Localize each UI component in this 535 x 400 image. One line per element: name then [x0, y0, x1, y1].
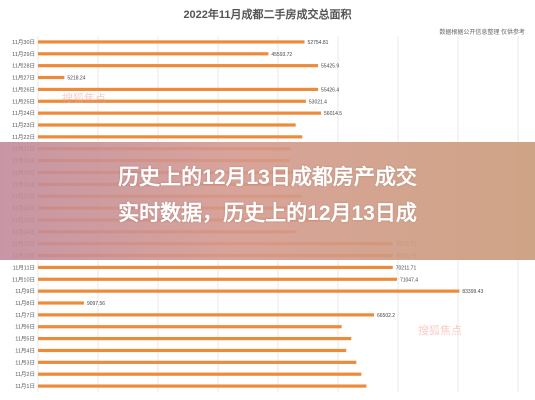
- bar: [38, 313, 375, 317]
- bar: [38, 265, 393, 269]
- bar-data-label: 83399.43: [462, 289, 483, 295]
- y-tick-label: 11月5日: [15, 336, 35, 343]
- headline-line-1: 历史上的12月13日成都房产成交: [118, 166, 417, 189]
- y-tick-label: 11月9日: [15, 288, 35, 295]
- bar: [38, 384, 367, 388]
- y-tick-label: 11月1日: [15, 383, 35, 390]
- bar: [38, 360, 357, 364]
- bar-data-label: 55426.4: [321, 87, 339, 93]
- y-tick-label: 11月4日: [15, 347, 35, 354]
- bar-data-label: 53021.4: [309, 99, 327, 105]
- bar: [38, 301, 84, 305]
- bar: [38, 325, 342, 329]
- headline-text: 历史上的12月13日成都房产成交 实时数据，历史上的12月13日成: [0, 160, 535, 232]
- bar: [38, 52, 269, 56]
- bar: [38, 289, 460, 293]
- bar-data-label: 45593.72: [271, 52, 292, 58]
- y-tick-label: 11月22日: [12, 134, 35, 141]
- y-tick-label: 11月2日: [15, 371, 35, 378]
- bar-data-label: 5218.24: [67, 76, 85, 82]
- bar: [38, 40, 305, 44]
- bar-data-label: 71047.4: [400, 277, 418, 283]
- bar: [38, 337, 352, 341]
- y-tick-label: 11月11日: [13, 264, 35, 271]
- y-tick-label: 11月26日: [12, 86, 35, 93]
- y-tick-label: 11月28日: [12, 63, 35, 70]
- watermark-logo: 搜狐焦点: [62, 93, 106, 105]
- bar: [38, 277, 397, 281]
- bar-data-label: 9097.56: [87, 301, 105, 307]
- bar: [38, 99, 306, 103]
- headline-banner: [0, 142, 535, 260]
- y-tick-label: 11月24日: [12, 110, 35, 117]
- bar-data-label: 55425.9: [321, 64, 339, 70]
- y-tick-label: 11月8日: [15, 300, 35, 307]
- y-tick-label: 11月23日: [12, 122, 35, 129]
- bar: [38, 123, 296, 127]
- bar: [38, 372, 362, 376]
- chart-title: 2022年11月成都二手房成交总面积: [183, 9, 352, 21]
- chart-source-note: 数据根据公开信息整理 仅供参考: [439, 30, 525, 36]
- y-tick-label: 11月10日: [12, 276, 35, 283]
- y-tick-label: 11月25日: [12, 98, 35, 105]
- bar: [38, 348, 347, 353]
- y-tick-label: 11月29日: [12, 51, 35, 58]
- bar-data-label: 70211.71: [396, 265, 417, 271]
- y-tick-label: 11月30日: [12, 39, 35, 46]
- bar-data-label: 56014.5: [324, 111, 342, 117]
- y-tick-label: 11月27日: [12, 75, 35, 82]
- bar: [38, 111, 322, 115]
- y-tick-label: 11月7日: [15, 312, 35, 319]
- headline-line-2: 实时数据，历史上的12月13日成: [118, 202, 417, 225]
- bar: [38, 87, 319, 91]
- bar-data-label: 52754.81: [308, 40, 329, 46]
- watermark-logo: 搜狐焦点: [418, 325, 462, 337]
- y-tick-label: 11月3日: [15, 359, 35, 366]
- bar-data-label: 66502.2: [377, 313, 395, 319]
- y-tick-label: 11月6日: [15, 324, 35, 331]
- bar: [38, 135, 303, 139]
- bar: [38, 64, 319, 68]
- bar: [38, 75, 65, 80]
